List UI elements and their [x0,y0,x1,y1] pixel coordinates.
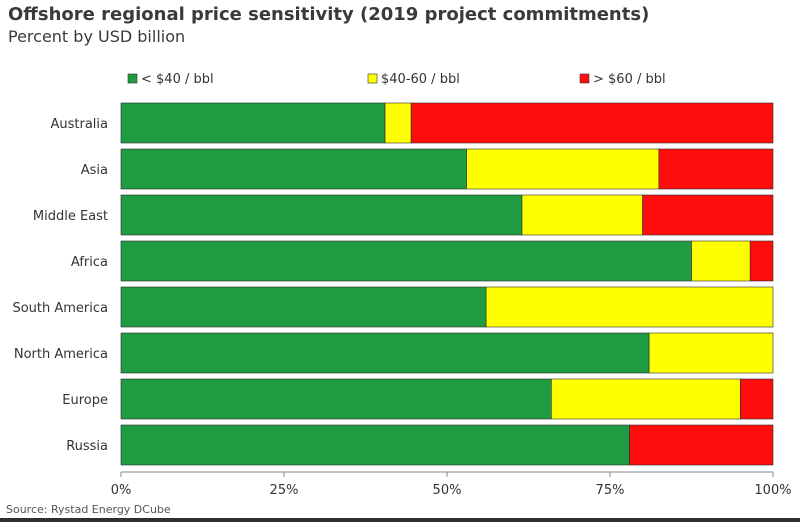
bar-middle-east-series-3 [642,194,774,236]
legend-swatch-60-bbl [579,73,590,84]
bar-south-america-series-1 [120,286,487,328]
x-tick-label: 25% [270,483,299,498]
bar-africa-series-3 [749,240,774,282]
x-axis: 0% 25% 50% 75% 100% [111,471,792,498]
legend-label-40-60-bbl: $40-60 / bbl [381,72,460,87]
bar-australia-series-1 [120,102,386,144]
y-label-north-america: North America [14,347,108,362]
chart-subtitle: Percent by USD billion [8,27,186,46]
bar-asia-series-2 [466,148,660,190]
legend-label-40-bbl: < $40 / bbl [141,72,214,87]
y-label-africa: Africa [71,255,108,270]
chart-title: Offshore regional price sensitivity (201… [8,4,650,25]
bar-middle-east-series-2 [521,194,643,236]
bar-asia-series-1 [120,148,467,190]
bar-africa-series-2 [691,240,751,282]
bar-south-america-series-2 [485,286,774,328]
legend-swatch-40-bbl [127,73,138,84]
bar-north-america-series-2 [648,332,774,374]
y-label-middle-east: Middle East [33,209,108,224]
bar-middle-east-series-1 [120,194,523,236]
legend-label-60-bbl: > $60 / bbl [593,72,666,87]
bar-europe-series-3 [740,378,774,420]
x-tick-label: 50% [433,483,462,498]
legend: < $40 / bbl $40-60 / bbl > $60 / bbl [127,72,666,87]
bar-asia-series-3 [658,148,774,190]
bar-europe-series-1 [120,378,552,420]
bottom-rule [0,518,800,522]
bar-australia-series-3 [410,102,774,144]
x-tick-label: 100% [754,483,791,498]
bar-africa-series-1 [120,240,692,282]
bars [120,102,774,466]
bar-north-america-series-1 [120,332,650,374]
y-label-europe: Europe [62,393,108,408]
legend-swatch-40-60-bbl [367,73,378,84]
bar-europe-series-2 [551,378,741,420]
y-axis-labels: Australia Asia Middle East Africa South Amer… [12,117,108,454]
y-label-asia: Asia [81,163,108,178]
bar-russia-series-3 [629,424,774,466]
y-label-south-america: South America [12,301,108,316]
x-tick-label: 75% [596,483,625,498]
source-note: Source: Rystad Energy DCube [6,503,171,516]
y-label-russia: Russia [66,439,108,454]
y-label-australia: Australia [50,117,108,132]
x-tick-label: 0% [111,483,132,498]
bar-russia-series-1 [120,424,630,466]
bar-australia-series-2 [384,102,412,144]
